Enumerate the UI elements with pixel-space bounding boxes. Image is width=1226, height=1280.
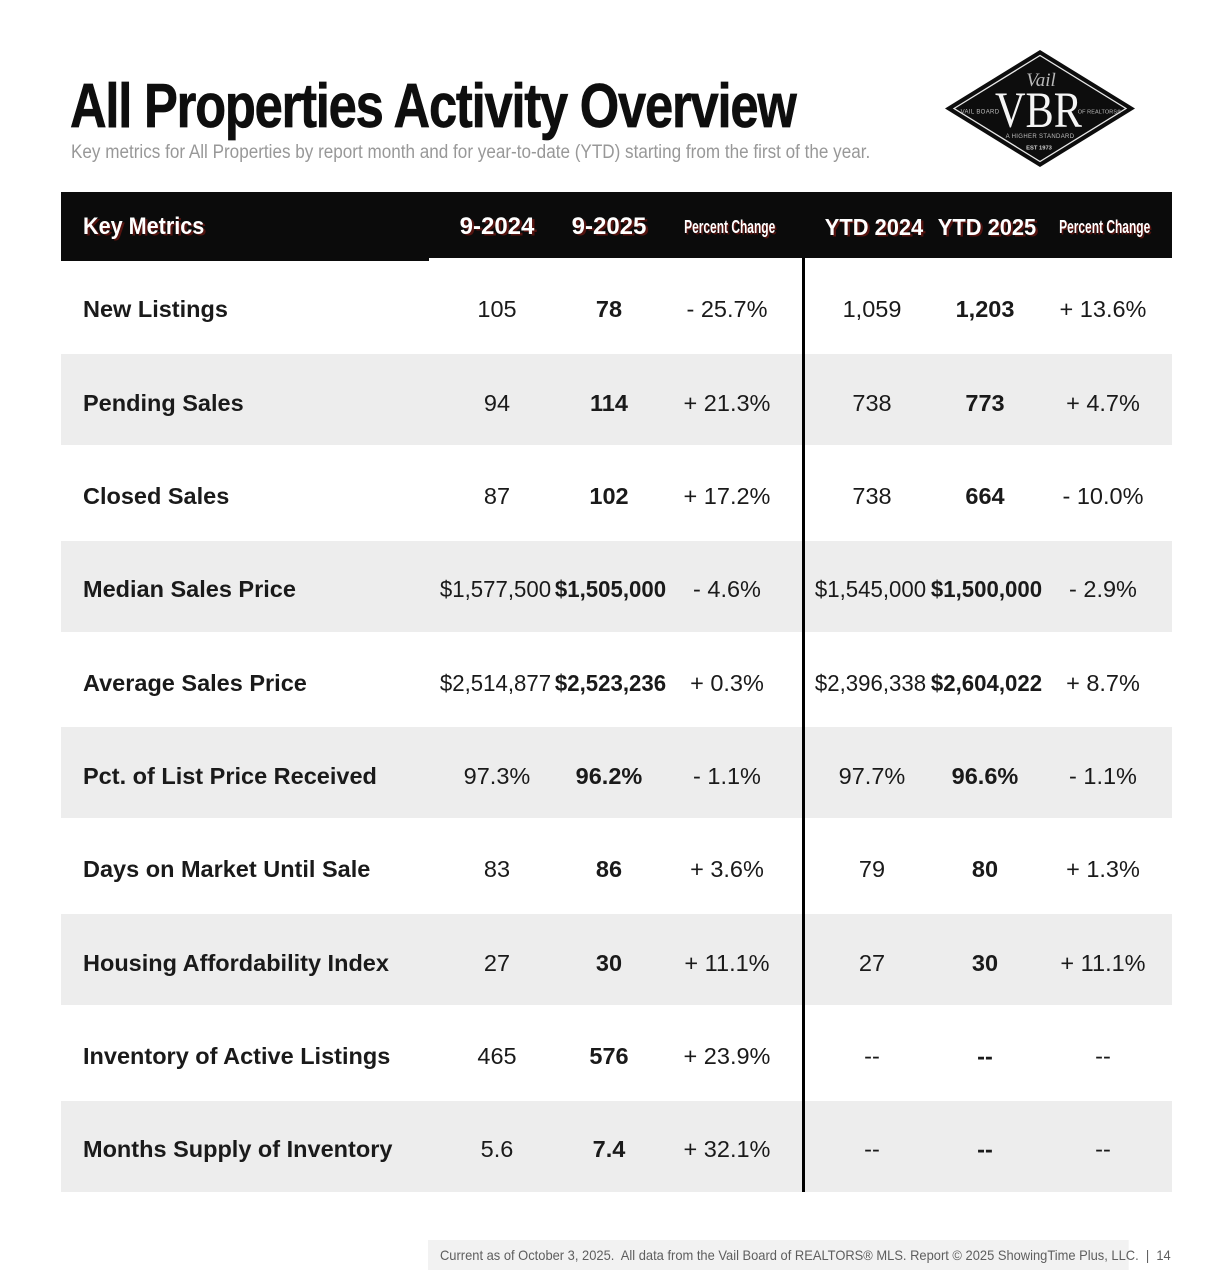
- svg-text:OF REALTORS®: OF REALTORS®: [1078, 109, 1122, 116]
- svg-text:VAIL BOARD: VAIL BOARD: [961, 110, 1000, 116]
- svg-text:EST 1973: EST 1973: [1026, 146, 1053, 152]
- svg-text:VBR: VBR: [995, 83, 1082, 139]
- svg-text:Vail: Vail: [1026, 70, 1056, 91]
- svg-text:A HIGHER STANDARD: A HIGHER STANDARD: [1006, 134, 1075, 140]
